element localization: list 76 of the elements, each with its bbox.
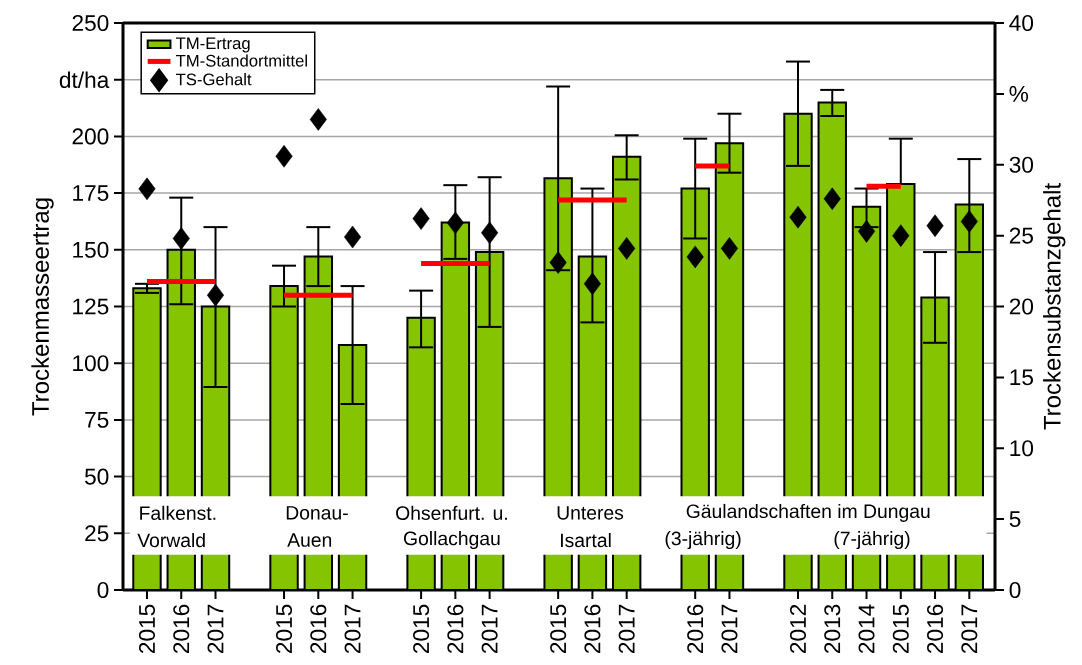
point	[309, 108, 327, 131]
point	[481, 221, 499, 245]
point	[618, 237, 636, 260]
point	[892, 224, 910, 247]
x-tick-label: 2017	[618, 604, 635, 653]
y-tick-label: dt/ha	[59, 71, 110, 89]
annotation: Donau-	[286, 506, 348, 520]
x-tick-label: 2017	[721, 604, 738, 653]
annotation: Ohsenfurt. u.	[396, 505, 507, 520]
x-tick-label: 2015	[276, 604, 293, 653]
y-tick-label: 50	[84, 468, 109, 485]
y2-tick-label: 0	[1009, 581, 1021, 599]
y-axis-title: Trockenmasseertrag	[31, 198, 54, 416]
y2-tick-label: 30	[1009, 156, 1034, 173]
y-tick-label: 150	[73, 241, 109, 258]
y-tick-label: 125	[73, 298, 109, 315]
point	[446, 211, 464, 235]
annotation: Gäulandschaften im Dungau	[686, 503, 930, 522]
y-tick-label: 250	[72, 14, 109, 32]
y2-tick-label: 40	[1009, 14, 1034, 32]
x-tick-label: 2015	[550, 604, 567, 653]
point	[789, 205, 807, 229]
annotation: (7-jährig)	[834, 531, 910, 550]
point	[823, 187, 841, 211]
legend-label: TS-Gehalt	[176, 73, 252, 86]
y2-tick-label: 20	[1009, 298, 1034, 315]
x-tick-label: 2014	[858, 604, 875, 653]
annotation: Gollachgau	[404, 531, 500, 550]
x-tick-label: 2015	[413, 604, 430, 653]
point	[412, 207, 430, 230]
annotation: Falkenst.	[140, 505, 216, 520]
point	[960, 210, 978, 233]
legend-label: TM-Standortmittel	[176, 54, 307, 67]
x-tick-label: 2017	[481, 604, 498, 653]
point	[207, 283, 225, 307]
y-tick-label: 100	[73, 355, 109, 372]
x-tick-label: 2015	[138, 604, 156, 653]
y2-axis-title: Trockensubstanzgehalt	[1043, 183, 1066, 430]
point	[686, 245, 704, 269]
annotation: Unteres	[557, 506, 624, 520]
y-tick-label: 175	[73, 185, 109, 202]
point	[138, 177, 156, 201]
point	[583, 272, 601, 296]
x-tick-label: 2016	[447, 604, 464, 653]
annotation: Auen	[287, 533, 332, 547]
annotation: Isartal	[561, 533, 611, 548]
x-tick-label: 2017	[961, 604, 978, 653]
annotation: Vorwald	[137, 533, 205, 548]
y-tick-label: 200	[72, 128, 109, 145]
annotation: (3-jährig)	[665, 531, 741, 550]
point	[172, 227, 190, 250]
y2-tick-label: 25	[1009, 227, 1033, 244]
point	[275, 144, 293, 168]
y-tick-label: 75	[85, 411, 109, 428]
y2-tick-label: %	[1009, 85, 1029, 102]
x-tick-label: 2017	[344, 604, 361, 653]
x-tick-label: 2016	[173, 604, 190, 653]
y-tick-label: 25	[85, 525, 109, 542]
y2-tick-label: 10	[1010, 440, 1034, 457]
y-tick-label: 0	[97, 581, 109, 599]
point	[344, 225, 362, 249]
x-tick-label: 2016	[584, 604, 601, 653]
x-tick-label: 2016	[687, 604, 704, 653]
point	[926, 214, 944, 237]
legend-label: TM-Ertrag	[176, 37, 250, 53]
x-tick-label: 2012	[789, 604, 807, 653]
x-tick-label: 2017	[207, 604, 224, 653]
point	[549, 251, 567, 274]
x-tick-label: 2015	[892, 604, 909, 653]
y2-tick-label: 5	[1009, 511, 1021, 528]
y2-tick-label: 15	[1010, 369, 1033, 386]
x-tick-label: 2013	[824, 604, 841, 653]
x-tick-label: 2016	[927, 604, 944, 653]
point	[720, 237, 738, 260]
point	[858, 220, 876, 243]
x-tick-label: 2016	[310, 604, 327, 653]
